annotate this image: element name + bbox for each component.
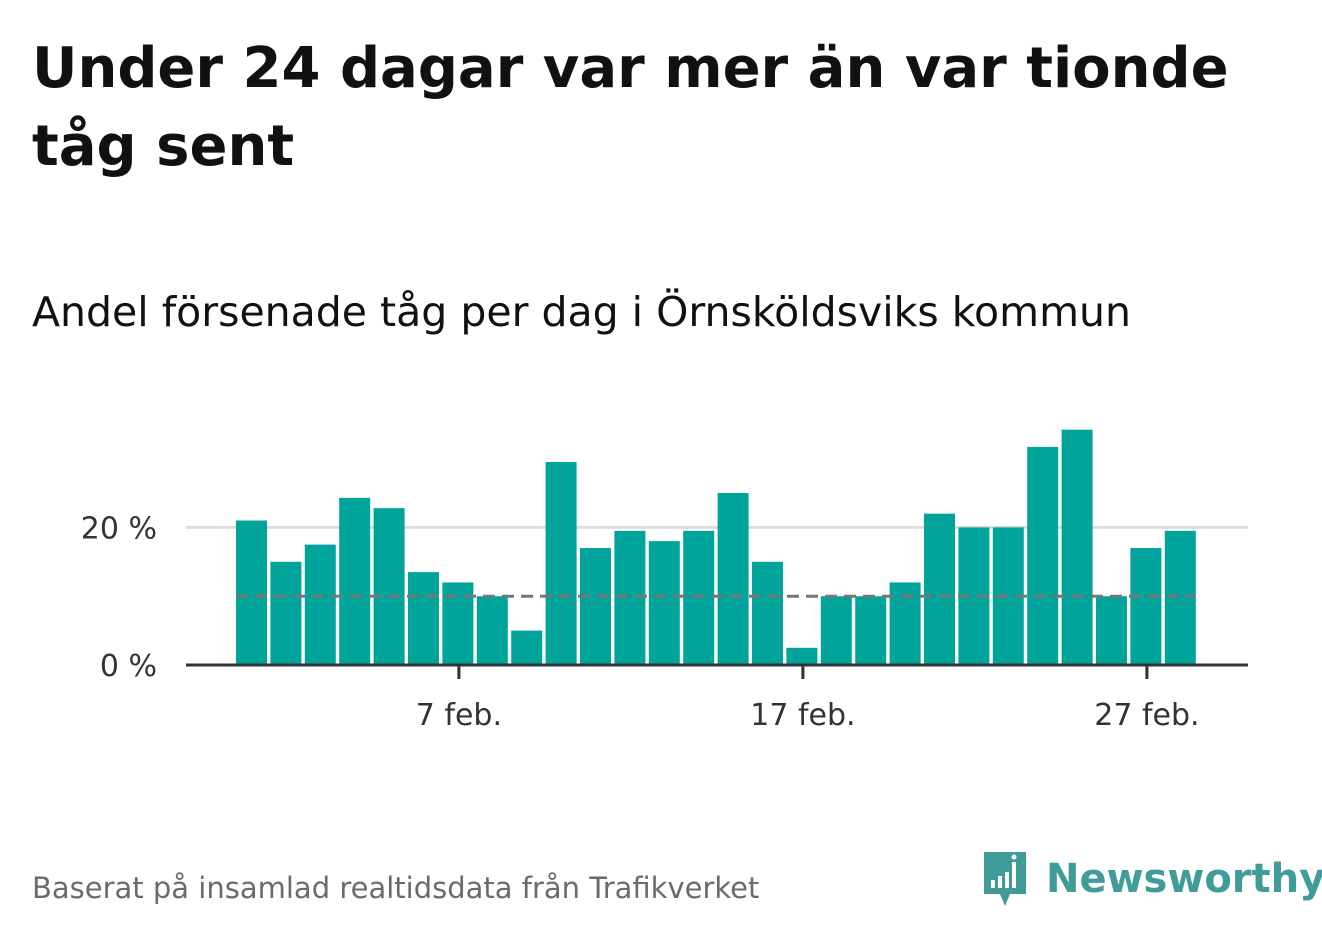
bar: [373, 508, 405, 665]
y-tick-label: 20 %: [81, 511, 157, 546]
bar: [304, 544, 336, 665]
brand-name: Newsworthy: [1046, 856, 1322, 902]
source-note: Baserat på insamlad realtidsdata från Tr…: [32, 871, 760, 905]
bar: [1027, 446, 1059, 665]
bar: [580, 548, 611, 665]
x-tick-label: 27 feb.: [1094, 698, 1199, 733]
bar: [545, 462, 577, 665]
bar: [236, 520, 267, 665]
bar: [408, 572, 439, 665]
bar: [820, 596, 852, 665]
brand: Newsworthy: [980, 848, 1322, 910]
bar-chart: 0 % 20 % 7 feb. 17 feb. 27 feb.: [81, 429, 1248, 733]
bar: [924, 513, 955, 665]
bar: [270, 561, 302, 665]
bar: [476, 596, 508, 665]
bar: [717, 493, 749, 665]
bar: [1164, 530, 1196, 665]
bar: [648, 541, 680, 665]
bar: [1061, 429, 1093, 665]
chart-title: Under 24 dagar var mer än var tionde tåg…: [32, 36, 1229, 179]
bar: [614, 530, 646, 665]
bar: [511, 630, 543, 665]
bar: [683, 530, 715, 665]
bar: [1130, 548, 1162, 665]
bar: [1096, 596, 1127, 665]
x-tick-label: 17 feb.: [750, 698, 855, 733]
bar: [855, 596, 887, 665]
bar: [752, 561, 783, 665]
bar: [339, 497, 371, 665]
bar: [786, 647, 818, 665]
axes: 0 % 20 % 7 feb. 17 feb. 27 feb.: [81, 511, 1248, 733]
bars: [236, 429, 1196, 665]
y-tick-label: 0 %: [100, 649, 157, 684]
chart-subtitle: Andel försenade tåg per dag i Örnsköldsv…: [32, 288, 1131, 336]
x-tick-label: 7 feb.: [416, 698, 502, 733]
newsworthy-logo-icon: [984, 852, 1026, 906]
